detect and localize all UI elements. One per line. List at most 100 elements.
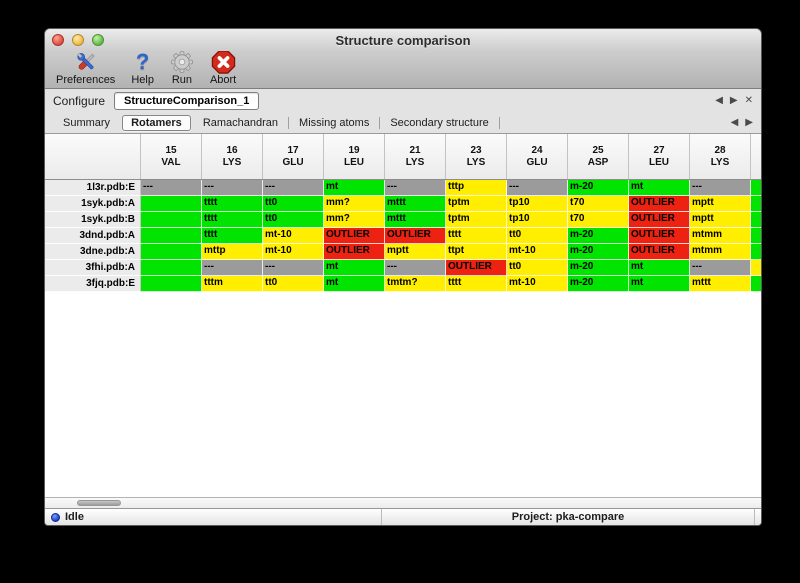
configuration-name-tab[interactable]: StructureComparison_1 xyxy=(114,92,260,110)
rotamer-cell[interactable] xyxy=(141,228,202,244)
rotamer-cell[interactable]: tttm xyxy=(202,276,263,292)
rotamer-cell[interactable]: OUTLIER xyxy=(629,212,690,228)
rotamer-cell[interactable]: tttt xyxy=(446,228,507,244)
rotamer-cell[interactable]: tt0 xyxy=(263,196,324,212)
rotamer-cell[interactable]: tt0 xyxy=(263,212,324,228)
rotamer-cell[interactable]: mt-10 xyxy=(507,276,568,292)
tab-summary[interactable]: Summary xyxy=(63,117,111,129)
rotamer-cell-partial[interactable] xyxy=(751,212,761,228)
row-label[interactable]: 3dne.pdb:A xyxy=(45,244,141,260)
help-button[interactable]: ? Help xyxy=(128,49,157,87)
rotamer-cell[interactable]: ttpt xyxy=(446,244,507,260)
row-label[interactable]: 1l3r.pdb:E xyxy=(45,180,141,196)
rotamer-cell[interactable]: mt-10 xyxy=(263,228,324,244)
rotamer-cell[interactable]: mptt xyxy=(385,244,446,260)
rotamer-cell[interactable]: --- xyxy=(202,180,263,196)
rotamer-cell[interactable]: mptt xyxy=(690,196,751,212)
rotamer-cell[interactable]: --- xyxy=(690,180,751,196)
scrollbar-thumb[interactable] xyxy=(77,500,121,506)
zoom-window-button[interactable] xyxy=(92,34,104,46)
prev-configuration-icon[interactable]: ◀ xyxy=(715,95,723,106)
rotamer-cell[interactable]: mttp xyxy=(202,244,263,260)
run-button[interactable]: Run xyxy=(167,49,197,87)
rotamer-cell[interactable]: tttt xyxy=(202,196,263,212)
rotamer-cell[interactable] xyxy=(141,260,202,276)
rotamer-cell[interactable]: OUTLIER xyxy=(385,228,446,244)
row-label[interactable]: 3dnd.pdb:A xyxy=(45,228,141,244)
rotamer-cell[interactable]: mtmm xyxy=(690,228,751,244)
rotamer-cell[interactable]: mtmm xyxy=(690,244,751,260)
rotamer-cell[interactable]: m-20 xyxy=(568,244,629,260)
column-header[interactable]: 21 LYS xyxy=(385,134,446,179)
next-tab-icon[interactable]: ▶ xyxy=(745,117,753,128)
rotamer-cell[interactable]: OUTLIER xyxy=(324,244,385,260)
column-header[interactable]: 27 LEU xyxy=(629,134,690,179)
rotamer-cell[interactable]: tp10 xyxy=(507,212,568,228)
rotamer-cell[interactable]: mm? xyxy=(324,212,385,228)
rotamer-cell[interactable]: m-20 xyxy=(568,260,629,276)
next-configuration-icon[interactable]: ▶ xyxy=(729,95,738,106)
rotamer-cell[interactable]: mt xyxy=(629,180,690,196)
row-label[interactable]: 3fhi.pdb:A xyxy=(45,260,141,276)
rotamer-cell[interactable]: mttt xyxy=(385,196,446,212)
rotamer-cell[interactable]: mt xyxy=(324,180,385,196)
rotamer-cell[interactable]: tt0 xyxy=(263,276,324,292)
tab-secondary-structure[interactable]: Secondary structure xyxy=(390,117,489,129)
column-header[interactable]: 23 LYS xyxy=(446,134,507,179)
close-window-button[interactable] xyxy=(52,34,64,46)
rotamer-cell[interactable] xyxy=(141,212,202,228)
column-header[interactable]: 17 GLU xyxy=(263,134,324,179)
rotamer-cell[interactable] xyxy=(141,276,202,292)
rotamer-cell[interactable]: tt0 xyxy=(507,260,568,276)
rotamer-cell[interactable]: --- xyxy=(202,260,263,276)
rotamer-cell[interactable]: --- xyxy=(263,180,324,196)
prev-tab-icon[interactable]: ◀ xyxy=(730,117,739,128)
rotamer-cell[interactable]: OUTLIER xyxy=(446,260,507,276)
rotamer-cell[interactable]: mptt xyxy=(690,212,751,228)
rotamer-cell[interactable]: t70 xyxy=(568,212,629,228)
rotamer-cell-partial[interactable] xyxy=(751,244,761,260)
minimize-window-button[interactable] xyxy=(72,34,84,46)
rotamer-cell[interactable]: mt xyxy=(629,260,690,276)
rotamer-cell[interactable]: tmtm? xyxy=(385,276,446,292)
rotamer-cell[interactable] xyxy=(141,196,202,212)
rotamer-cell[interactable]: m-20 xyxy=(568,228,629,244)
tab-missing-atoms[interactable]: Missing atoms xyxy=(299,117,370,129)
rotamer-cell[interactable]: m-20 xyxy=(568,180,629,196)
row-label[interactable]: 3fjq.pdb:E xyxy=(45,276,141,292)
rotamer-cell[interactable]: tttp xyxy=(446,180,507,196)
rotamer-cell[interactable]: mt-10 xyxy=(507,244,568,260)
column-header[interactable]: 24 GLU xyxy=(507,134,568,179)
rotamer-cell[interactable]: --- xyxy=(385,260,446,276)
column-header[interactable]: 15 VAL xyxy=(141,134,202,179)
rotamer-cell[interactable]: tttt xyxy=(202,228,263,244)
rotamer-cell[interactable]: t70 xyxy=(568,196,629,212)
rotamer-cell[interactable]: tttt xyxy=(202,212,263,228)
rotamer-cell[interactable]: --- xyxy=(507,180,568,196)
rotamer-cell[interactable]: tp10 xyxy=(507,196,568,212)
rotamer-cell[interactable]: mt-10 xyxy=(263,244,324,260)
rotamer-cell[interactable]: mt xyxy=(629,276,690,292)
rotamer-cell[interactable]: m-20 xyxy=(568,276,629,292)
rotamer-cell[interactable]: --- xyxy=(141,180,202,196)
rotamer-cell-partial[interactable] xyxy=(751,196,761,212)
rotamer-cell[interactable]: OUTLIER xyxy=(629,244,690,260)
rotamer-cell[interactable]: tptm xyxy=(446,212,507,228)
rotamer-cell-partial[interactable] xyxy=(751,180,761,196)
rotamer-cell[interactable] xyxy=(141,244,202,260)
column-header[interactable]: 19 LEU xyxy=(324,134,385,179)
rotamer-cell[interactable]: mt xyxy=(324,276,385,292)
rotamer-cell[interactable]: mt xyxy=(324,260,385,276)
rotamer-cell[interactable]: OUTLIER xyxy=(629,228,690,244)
tab-rotamers[interactable]: Rotamers xyxy=(122,115,191,131)
column-header[interactable]: 25 ASP xyxy=(568,134,629,179)
close-configuration-icon[interactable]: ✕ xyxy=(744,95,753,106)
rotamer-cell-partial[interactable] xyxy=(751,228,761,244)
horizontal-scrollbar[interactable] xyxy=(45,497,761,508)
rotamer-cell[interactable]: OUTLIER xyxy=(324,228,385,244)
row-label[interactable]: 1syk.pdb:A xyxy=(45,196,141,212)
tab-ramachandran[interactable]: Ramachandran xyxy=(202,117,279,129)
rotamer-cell[interactable]: --- xyxy=(263,260,324,276)
row-label[interactable]: 1syk.pdb:B xyxy=(45,212,141,228)
rotamer-cell[interactable]: tptm xyxy=(446,196,507,212)
